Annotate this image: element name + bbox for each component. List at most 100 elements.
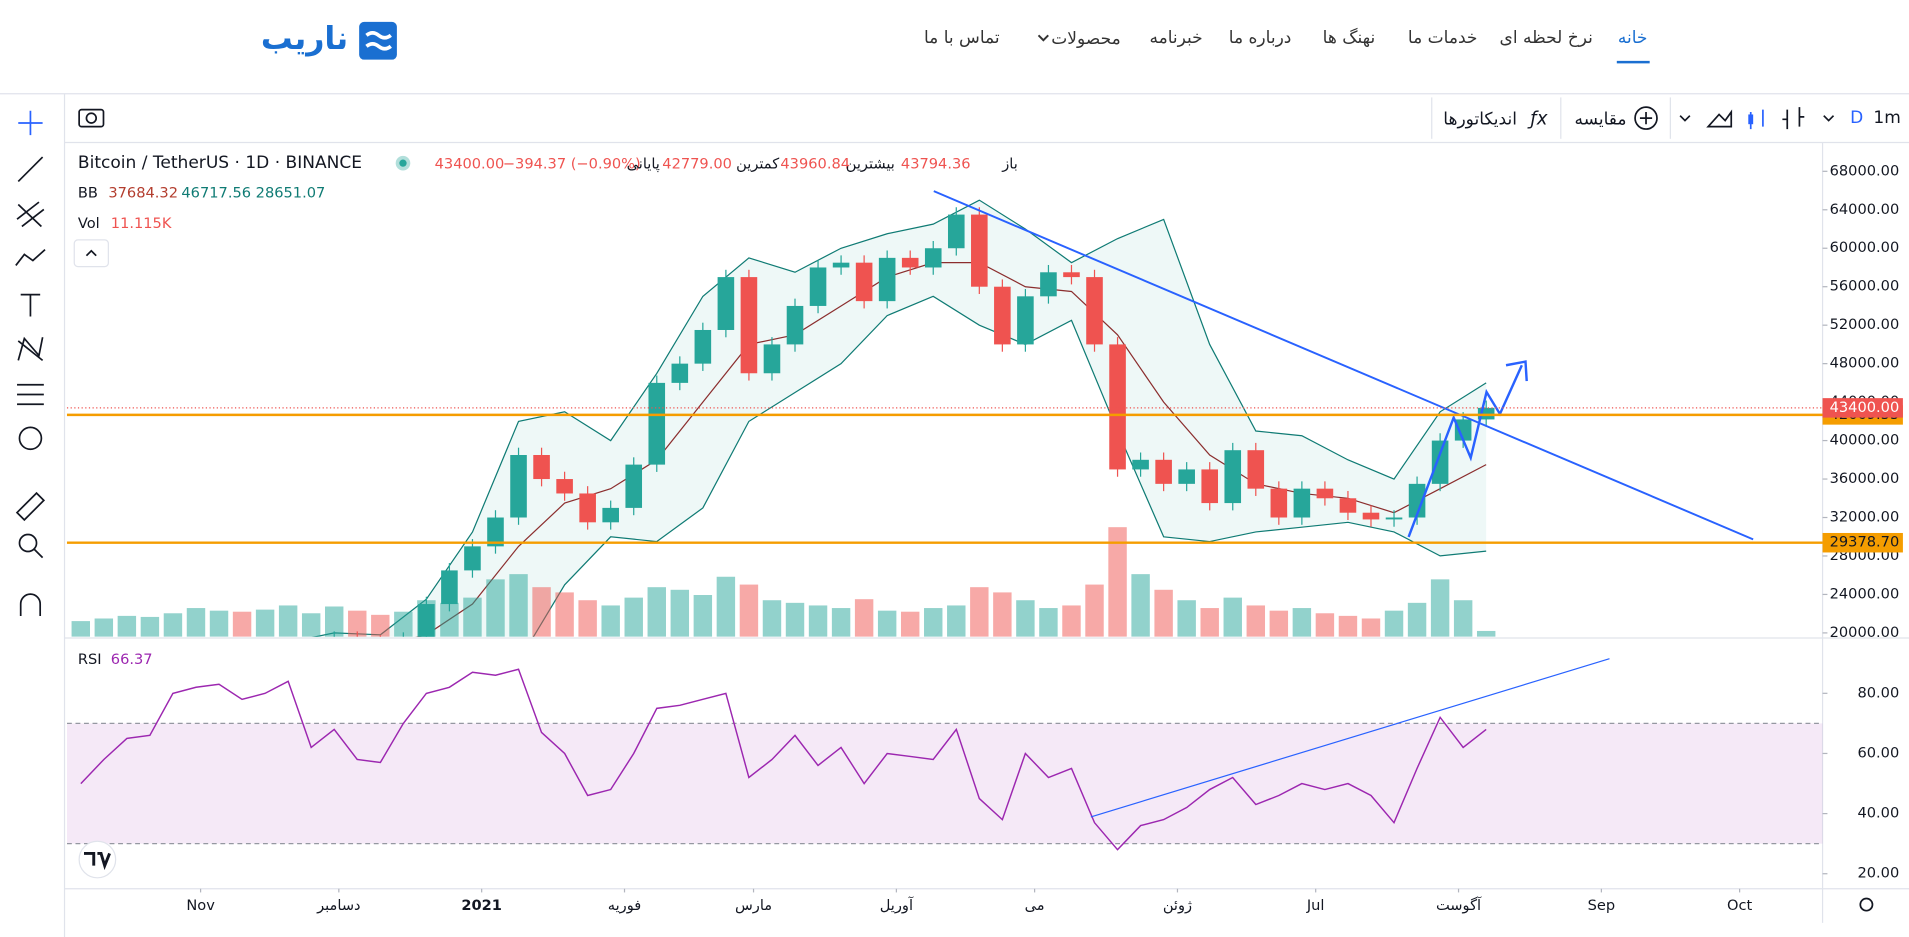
volume-bar xyxy=(624,597,643,637)
nav-item[interactable]: خبرنامه xyxy=(1149,28,1202,48)
volume-bar xyxy=(924,608,943,637)
dropdown-caret[interactable] xyxy=(1823,115,1835,122)
crosshair-tool[interactable] xyxy=(18,110,43,136)
volume-bar xyxy=(94,618,114,637)
candle xyxy=(510,455,527,518)
trendline-tool[interactable] xyxy=(17,156,44,183)
x-tick-label: آوریل xyxy=(880,896,914,914)
x-tick-label: دسامبر xyxy=(316,897,360,914)
compare-icon[interactable] xyxy=(1634,106,1658,130)
volume-bar xyxy=(1062,605,1081,637)
volume-bar xyxy=(486,579,505,637)
volume-bar xyxy=(601,605,620,637)
symbol-title: Bitcoin / TetherUS · 1D · BINANCE xyxy=(78,153,362,173)
candle xyxy=(1454,419,1472,441)
candle xyxy=(142,711,159,715)
y-tick-label: 52000.00 xyxy=(1830,316,1900,333)
nav-item[interactable]: خانه xyxy=(1618,28,1648,48)
volume-bar xyxy=(555,592,574,637)
x-tick-label: ژوئن xyxy=(1163,897,1192,914)
resolution-button[interactable]: D xyxy=(1850,108,1863,128)
volume-bar xyxy=(970,587,989,637)
settings-icon[interactable] xyxy=(1859,897,1874,912)
candle xyxy=(579,493,596,523)
volume-bar xyxy=(831,608,851,637)
candle xyxy=(1178,469,1195,484)
nav-item[interactable]: محصولات xyxy=(1051,29,1120,49)
user-drawings xyxy=(933,190,1754,818)
dropdown-caret xyxy=(1037,34,1049,42)
nav-item[interactable]: نهنگ ها xyxy=(1323,27,1376,48)
volume-bar xyxy=(1223,597,1242,637)
candle xyxy=(1017,296,1034,345)
volume-bar xyxy=(739,584,759,637)
x-tick-label: فوریه xyxy=(608,897,641,914)
volume-bar xyxy=(785,602,805,637)
bb-value: 37684.32 xyxy=(108,185,178,202)
candle xyxy=(971,214,988,287)
candle xyxy=(994,286,1011,345)
interval-button[interactable]: 1m xyxy=(1873,108,1900,128)
dropdown-caret[interactable] xyxy=(1679,115,1691,122)
candle xyxy=(165,700,182,711)
rsi-value: 66.37 xyxy=(111,651,153,668)
path-tool[interactable] xyxy=(15,248,46,266)
candle xyxy=(326,639,343,646)
logo-text[interactable]: ناریب xyxy=(261,21,348,57)
volume-bar xyxy=(117,615,137,637)
indicators-icon[interactable]: ƒx xyxy=(1527,108,1547,129)
candle xyxy=(1293,488,1311,518)
close-label: پایانی xyxy=(627,155,660,172)
zoom-tool[interactable] xyxy=(18,533,38,553)
candle xyxy=(1339,498,1357,513)
bar-style-icon[interactable] xyxy=(1782,107,1805,130)
prediction-tool[interactable] xyxy=(17,383,44,406)
nav-item[interactable]: تماس با ما xyxy=(924,28,1000,48)
volume-bar xyxy=(371,614,390,637)
candle xyxy=(1201,469,1219,504)
compare-icon-plus xyxy=(1639,112,1653,125)
candle xyxy=(1040,272,1057,297)
y-tick-label: 64000.00 xyxy=(1830,201,1900,218)
volume-bar xyxy=(463,597,482,637)
nav-item[interactable]: درباره ما xyxy=(1229,28,1292,48)
volume-bar xyxy=(762,600,782,637)
y-tick-label: 60000.00 xyxy=(1830,239,1900,256)
low-value: 42779.00 xyxy=(662,155,732,172)
magnet-tool[interactable] xyxy=(19,593,42,617)
volume-bar xyxy=(900,611,920,637)
fib-tool[interactable] xyxy=(16,201,45,228)
volume-bar xyxy=(509,574,528,637)
compare-button[interactable]: مقایسه xyxy=(1575,109,1627,129)
bb-label: BB xyxy=(78,185,98,202)
text-tool[interactable] xyxy=(20,293,41,317)
logo-icon[interactable] xyxy=(359,21,397,60)
volume-bar xyxy=(325,606,344,637)
volume-bar xyxy=(1200,608,1219,637)
volume-bar xyxy=(1430,579,1450,637)
y-tick-label: 48000.00 xyxy=(1830,355,1900,372)
area-style-icon[interactable] xyxy=(1706,109,1733,128)
candle xyxy=(1477,407,1495,420)
ruler-tool[interactable] xyxy=(15,491,46,522)
level-label: 29378.70 xyxy=(1830,534,1900,551)
volume-bar xyxy=(140,616,160,637)
nav-item[interactable]: نرخ لحظه ای xyxy=(1500,28,1593,48)
nav-item[interactable]: خدمات ما xyxy=(1408,28,1478,48)
market-status-dot xyxy=(399,159,407,167)
candle xyxy=(786,305,804,345)
y-tick-label: 40000.00 xyxy=(1830,432,1900,449)
camera-icon[interactable] xyxy=(78,108,105,128)
volume-bar xyxy=(1177,600,1196,637)
pattern-tool[interactable] xyxy=(17,336,44,362)
indicators-button[interactable]: اندیکاتورها xyxy=(1443,109,1517,129)
collapse-legend-button[interactable] xyxy=(73,239,109,268)
candle xyxy=(878,257,896,302)
emoji-tool[interactable] xyxy=(18,426,43,451)
vol-label: Vol xyxy=(78,215,100,232)
volume-bar xyxy=(693,595,713,637)
high-label: بیشترین xyxy=(846,155,895,172)
drawing-tools xyxy=(15,110,46,617)
change-value: −394.37 (−0.90%) xyxy=(503,155,641,172)
open-label: باز xyxy=(1001,155,1018,172)
